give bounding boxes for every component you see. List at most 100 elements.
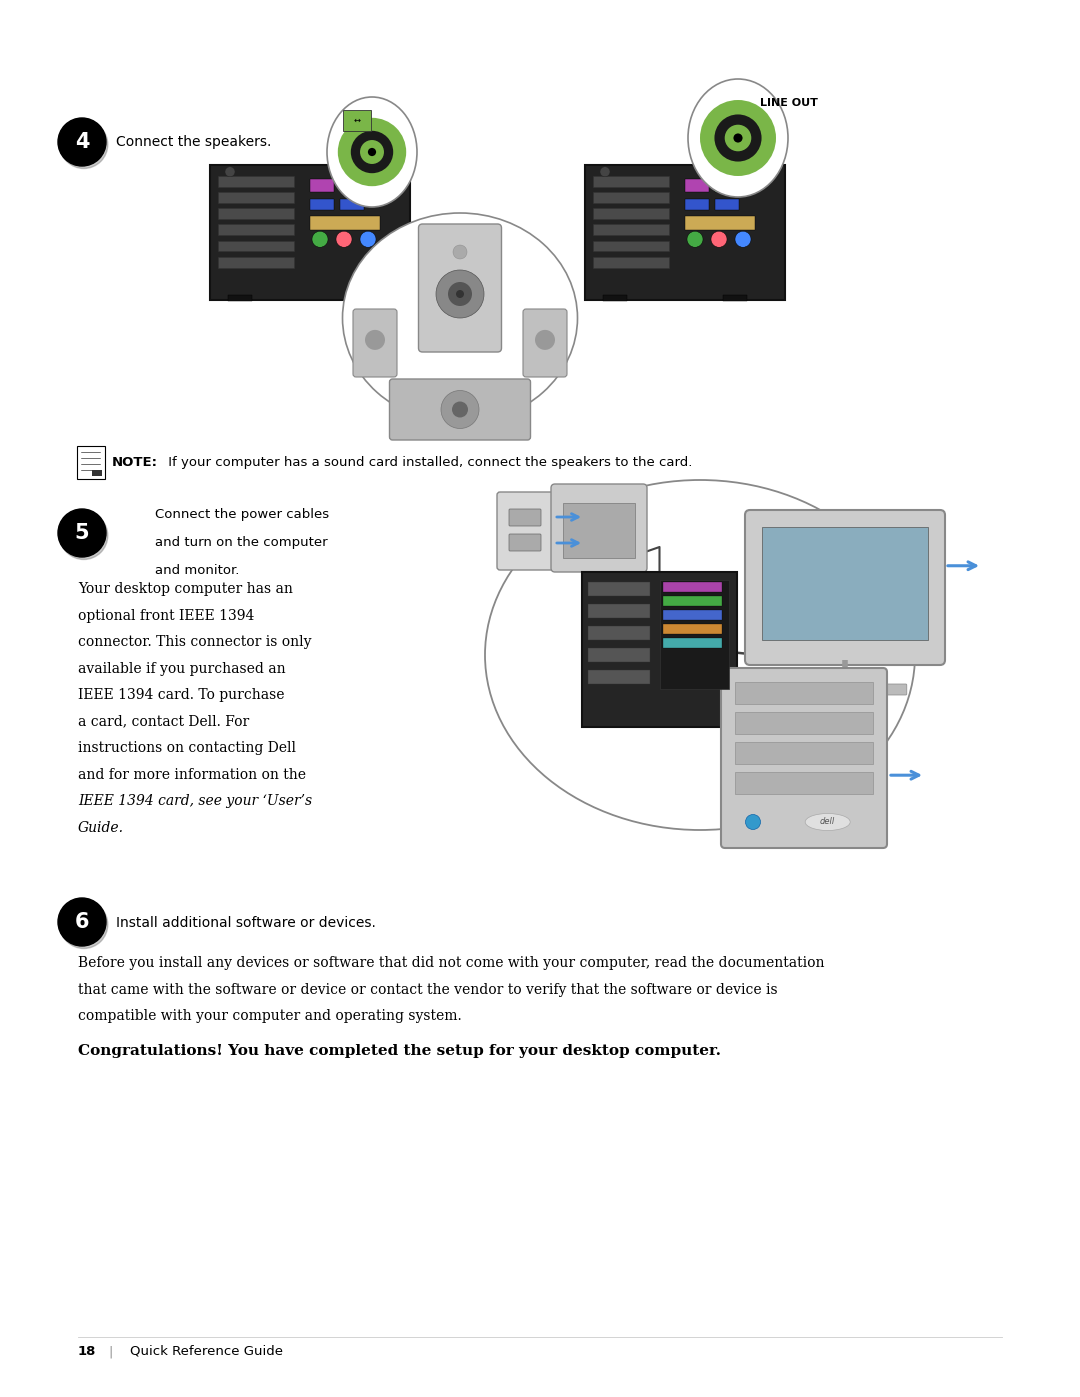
FancyBboxPatch shape [390, 379, 530, 440]
Circle shape [336, 232, 352, 247]
Circle shape [58, 117, 106, 166]
FancyBboxPatch shape [353, 309, 397, 377]
FancyBboxPatch shape [342, 110, 370, 130]
Text: |: | [108, 1345, 112, 1358]
FancyBboxPatch shape [593, 176, 669, 187]
FancyBboxPatch shape [735, 682, 873, 704]
Circle shape [58, 898, 106, 946]
Circle shape [453, 401, 468, 418]
FancyBboxPatch shape [218, 225, 294, 235]
Text: and for more information on the: and for more information on the [78, 767, 306, 781]
FancyBboxPatch shape [715, 198, 739, 210]
Circle shape [745, 814, 760, 830]
Circle shape [58, 509, 106, 557]
Circle shape [725, 124, 752, 151]
Text: 18: 18 [78, 1345, 96, 1358]
Text: Congratulations! You have completed the setup for your desktop computer.: Congratulations! You have completed the … [78, 1044, 721, 1058]
Text: that came with the software or device or contact the vendor to verify that the s: that came with the software or device or… [78, 982, 778, 996]
Text: IEEE 1394 card. To purchase: IEEE 1394 card. To purchase [78, 687, 284, 703]
Circle shape [453, 244, 467, 258]
Circle shape [351, 131, 393, 173]
FancyBboxPatch shape [588, 604, 650, 617]
FancyBboxPatch shape [663, 624, 721, 634]
FancyBboxPatch shape [551, 483, 647, 571]
FancyBboxPatch shape [310, 217, 380, 229]
Text: Connect the speakers.: Connect the speakers. [116, 136, 271, 149]
Text: and turn on the computer: and turn on the computer [156, 536, 327, 549]
FancyBboxPatch shape [735, 742, 873, 764]
FancyBboxPatch shape [218, 191, 294, 203]
FancyBboxPatch shape [92, 469, 102, 476]
Circle shape [535, 330, 555, 349]
FancyBboxPatch shape [593, 191, 669, 203]
FancyBboxPatch shape [588, 583, 650, 597]
FancyBboxPatch shape [593, 240, 669, 251]
FancyBboxPatch shape [588, 648, 650, 662]
FancyBboxPatch shape [685, 217, 755, 229]
Text: 6: 6 [75, 912, 90, 932]
FancyBboxPatch shape [497, 492, 555, 570]
Text: available if you purchased an: available if you purchased an [78, 662, 285, 676]
FancyBboxPatch shape [745, 510, 945, 665]
Ellipse shape [342, 212, 578, 423]
Circle shape [715, 115, 761, 162]
Text: If your computer has a sound card installed, connect the speakers to the card.: If your computer has a sound card instal… [164, 455, 692, 468]
FancyBboxPatch shape [663, 638, 721, 648]
FancyBboxPatch shape [663, 597, 721, 606]
Circle shape [59, 120, 108, 169]
FancyBboxPatch shape [509, 509, 541, 527]
FancyBboxPatch shape [735, 773, 873, 793]
Text: NOTE:: NOTE: [112, 455, 158, 468]
Text: instructions on contacting Dell: instructions on contacting Dell [78, 740, 296, 754]
Text: LINE OUT: LINE OUT [760, 98, 818, 108]
Circle shape [365, 330, 384, 349]
Text: 5: 5 [75, 522, 90, 543]
FancyBboxPatch shape [77, 446, 105, 479]
Circle shape [687, 232, 703, 247]
Circle shape [456, 291, 464, 298]
FancyBboxPatch shape [310, 198, 334, 210]
FancyBboxPatch shape [218, 176, 294, 187]
FancyBboxPatch shape [660, 580, 729, 689]
FancyBboxPatch shape [509, 534, 541, 550]
Circle shape [700, 101, 777, 176]
FancyBboxPatch shape [582, 571, 737, 726]
Text: Guide.: Guide. [78, 820, 124, 834]
Circle shape [733, 134, 743, 142]
FancyBboxPatch shape [340, 179, 364, 191]
Text: 4: 4 [75, 131, 90, 152]
FancyBboxPatch shape [663, 610, 721, 620]
FancyBboxPatch shape [685, 198, 708, 210]
FancyBboxPatch shape [418, 224, 501, 352]
Text: Install additional software or devices.: Install additional software or devices. [116, 916, 376, 930]
Circle shape [436, 270, 484, 319]
FancyBboxPatch shape [593, 257, 669, 268]
Text: ↔: ↔ [353, 116, 361, 124]
Text: optional front IEEE 1394: optional front IEEE 1394 [78, 609, 255, 623]
Text: Your desktop computer has an: Your desktop computer has an [78, 583, 293, 597]
Circle shape [59, 901, 108, 949]
FancyBboxPatch shape [218, 240, 294, 251]
FancyBboxPatch shape [593, 225, 669, 235]
Circle shape [600, 166, 610, 177]
Text: connector. This connector is only: connector. This connector is only [78, 636, 311, 650]
FancyBboxPatch shape [783, 685, 907, 694]
Text: a card, contact Dell. For: a card, contact Dell. For [78, 714, 249, 728]
Circle shape [735, 232, 751, 247]
FancyBboxPatch shape [593, 208, 669, 219]
Circle shape [312, 232, 328, 247]
FancyBboxPatch shape [715, 179, 739, 191]
FancyBboxPatch shape [210, 165, 410, 300]
Circle shape [760, 166, 770, 177]
Text: compatible with your computer and operating system.: compatible with your computer and operat… [78, 1009, 462, 1023]
Circle shape [360, 232, 376, 247]
FancyBboxPatch shape [735, 712, 873, 733]
FancyBboxPatch shape [588, 671, 650, 685]
Text: dell: dell [820, 817, 835, 827]
FancyBboxPatch shape [721, 668, 887, 848]
Circle shape [448, 282, 472, 306]
FancyBboxPatch shape [603, 295, 627, 302]
Circle shape [711, 232, 727, 247]
Ellipse shape [688, 80, 788, 197]
FancyBboxPatch shape [585, 165, 785, 300]
